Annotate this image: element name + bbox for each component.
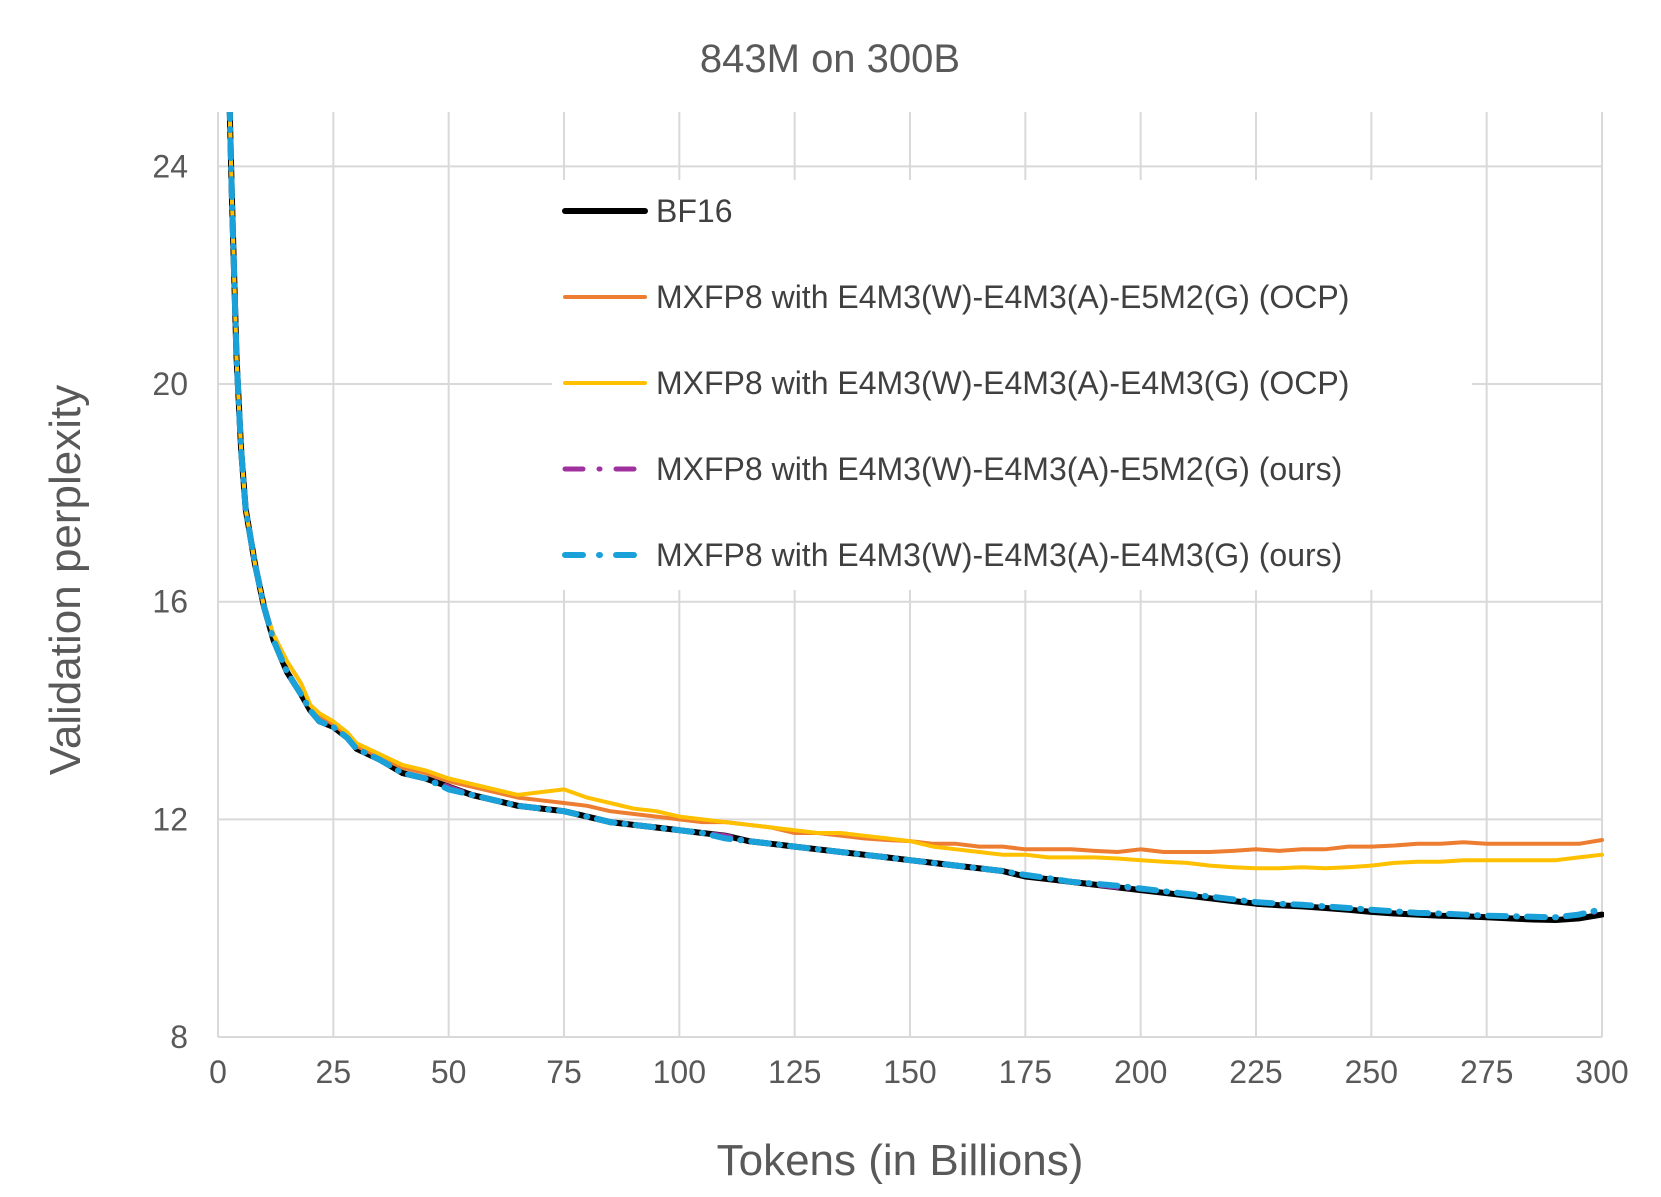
x-tick-label: 250 [1345, 1054, 1398, 1090]
legend-label-5: MXFP8 with E4M3(W)-E4M3(A)-E4M3(G) (ours… [656, 537, 1342, 573]
x-tick-label: 75 [546, 1054, 582, 1090]
y-tick-label: 16 [152, 584, 188, 620]
legend-label-3: MXFP8 with E4M3(W)-E4M3(A)-E4M3(G) (OCP) [656, 365, 1349, 401]
legend-label-1: BF16 [656, 193, 732, 229]
x-tick-label: 275 [1460, 1054, 1513, 1090]
y-axis-title: Validation perplexity [41, 385, 90, 776]
x-tick-label: 50 [431, 1054, 467, 1090]
x-tick-label: 25 [316, 1054, 352, 1090]
x-tick-label: 0 [209, 1054, 227, 1090]
legend: BF16 MXFP8 with E4M3(W)-E4M3(A)-E5M2(G) (… [562, 193, 1349, 573]
x-tick-label: 150 [883, 1054, 936, 1090]
legend-background [552, 180, 1472, 590]
x-tick-label: 225 [1229, 1054, 1282, 1090]
y-tick-label: 24 [152, 148, 188, 184]
y-tick-label: 20 [152, 366, 188, 402]
y-tick-label: 12 [152, 801, 188, 837]
chart-title: 843M on 300B [700, 37, 960, 81]
tick-labels: 0 25 50 75 100 125 150 175 200 225 250 275 300 8 12 16 2… [152, 148, 1628, 1090]
x-tick-label: 200 [1114, 1054, 1167, 1090]
legend-label-4: MXFP8 with E4M3(W)-E4M3(A)-E5M2(G) (ours… [656, 451, 1342, 487]
series-lines [226, 112, 1604, 923]
series-line-5 [226, 112, 1604, 921]
y-tick-label: 8 [170, 1019, 188, 1055]
x-tick-label: 300 [1575, 1054, 1628, 1090]
legend-label-2: MXFP8 with E4M3(W)-E4M3(A)-E5M2(G) (OCP) [656, 279, 1349, 315]
x-axis-title: Tokens (in Billions) [717, 1136, 1084, 1185]
x-tick-label: 125 [768, 1054, 821, 1090]
series-line-3 [227, 112, 1604, 871]
x-tick-label: 175 [999, 1054, 1052, 1090]
x-tick-label: 100 [653, 1054, 706, 1090]
